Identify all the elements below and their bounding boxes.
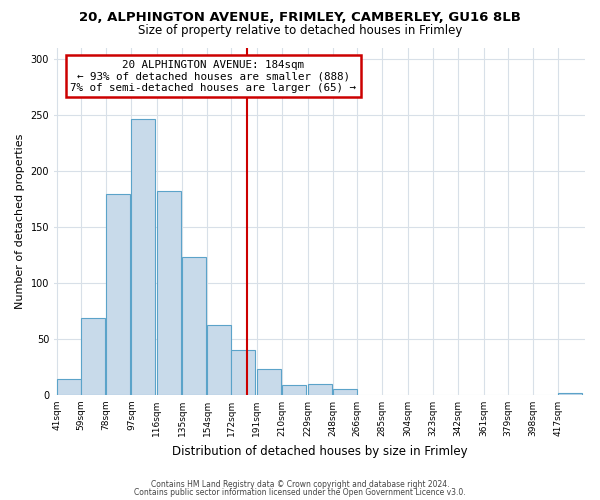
Bar <box>57 379 81 395</box>
Bar <box>208 326 232 395</box>
Bar <box>559 392 583 395</box>
Bar <box>257 369 281 395</box>
Bar <box>308 384 332 395</box>
Bar <box>131 119 155 395</box>
Y-axis label: Number of detached properties: Number of detached properties <box>15 134 25 309</box>
Bar <box>182 257 206 395</box>
X-axis label: Distribution of detached houses by size in Frimley: Distribution of detached houses by size … <box>172 444 467 458</box>
Bar <box>333 390 357 395</box>
Text: Contains public sector information licensed under the Open Government Licence v3: Contains public sector information licen… <box>134 488 466 497</box>
Text: Size of property relative to detached houses in Frimley: Size of property relative to detached ho… <box>138 24 462 37</box>
Text: 20 ALPHINGTON AVENUE: 184sqm
← 93% of detached houses are smaller (888)
7% of se: 20 ALPHINGTON AVENUE: 184sqm ← 93% of de… <box>70 60 356 93</box>
Bar <box>282 385 306 395</box>
Bar <box>81 318 105 395</box>
Text: Contains HM Land Registry data © Crown copyright and database right 2024.: Contains HM Land Registry data © Crown c… <box>151 480 449 489</box>
Bar <box>157 191 181 395</box>
Bar <box>106 194 130 395</box>
Text: 20, ALPHINGTON AVENUE, FRIMLEY, CAMBERLEY, GU16 8LB: 20, ALPHINGTON AVENUE, FRIMLEY, CAMBERLE… <box>79 11 521 24</box>
Bar <box>232 350 256 395</box>
